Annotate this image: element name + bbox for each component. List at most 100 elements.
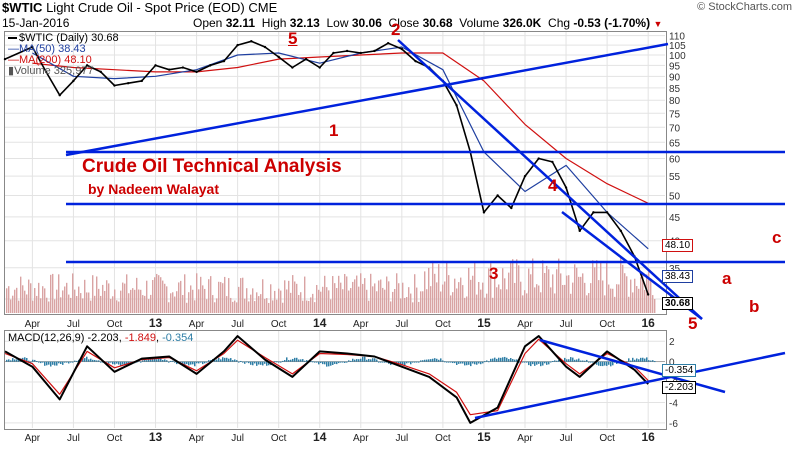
volume-bar <box>62 290 64 313</box>
volume-bar <box>446 261 448 313</box>
volume-bar <box>8 286 10 313</box>
price-point <box>154 64 157 67</box>
volume-bar <box>632 292 634 313</box>
macd-hist-bar <box>158 358 160 362</box>
macd-hist-bar <box>268 361 270 366</box>
volume-bar <box>256 292 258 313</box>
volume-bar <box>26 294 28 313</box>
macd-hist-bar <box>34 359 36 362</box>
macd-hist-bar <box>304 360 306 362</box>
volume-bar <box>410 293 412 313</box>
macd-hist-bar <box>282 360 284 362</box>
volume-bar <box>112 296 114 313</box>
macd-hist-bar <box>638 359 640 362</box>
price-point <box>386 41 390 45</box>
volume-bar <box>108 283 110 313</box>
macd-hist-bar <box>514 359 516 362</box>
macd-hist-bar <box>116 361 118 364</box>
volume-bar <box>628 296 630 313</box>
macd-hist-bar <box>344 361 346 363</box>
macd-hist-bar <box>66 361 68 363</box>
volume-bar <box>316 284 318 313</box>
price-point <box>31 45 34 49</box>
macd-hist-bar <box>290 359 292 362</box>
macd-x-tick-label: 14 <box>313 430 327 444</box>
volume-bar <box>236 302 238 313</box>
volume-bar <box>394 288 396 313</box>
macd-hist-bar <box>62 361 64 365</box>
macd-hist-bar <box>194 361 196 367</box>
volume-bar <box>418 301 420 313</box>
macd-hist-bar <box>44 361 46 366</box>
macd-hist-bar <box>420 360 422 362</box>
volume-bar <box>132 288 134 313</box>
price-x-tick-label: Oct <box>435 319 451 330</box>
volume-bar <box>170 293 172 313</box>
volume-bar <box>570 293 572 313</box>
macd-hist-bar <box>206 361 208 363</box>
letter-label-a: a <box>722 269 732 288</box>
volume-bar <box>76 296 78 313</box>
volume-bar <box>512 259 514 313</box>
macd-hist-bar <box>516 359 518 362</box>
volume-bar <box>294 281 296 313</box>
price-point <box>140 79 144 83</box>
volume-bar <box>58 274 60 313</box>
volume-bar <box>562 284 564 313</box>
macd-hist-bar <box>448 361 450 363</box>
volume-bar <box>514 282 516 313</box>
volume-bar <box>234 300 236 313</box>
macd-hist-bar <box>12 358 14 362</box>
price-x-tick-label: Jul <box>560 319 573 330</box>
volume-bar <box>134 289 136 313</box>
price-y-tick-label: 80 <box>669 96 681 107</box>
volume-bar <box>630 279 632 313</box>
volume-bar <box>276 299 278 313</box>
annotation-title: Crude Oil Technical Analysis <box>82 156 342 177</box>
volume-bar <box>634 278 636 313</box>
macd-hist-bar <box>576 359 578 362</box>
volume-bar <box>264 298 266 313</box>
volume-bar <box>162 280 164 313</box>
volume-bar <box>202 285 204 313</box>
macd-hist-bar <box>226 357 228 362</box>
macd-hist-bar <box>374 358 376 362</box>
macd-x-tick-label: Jul <box>395 433 408 444</box>
volume-bar <box>424 271 426 313</box>
volume-bar <box>196 273 198 313</box>
volume-bar <box>484 297 486 313</box>
macd-hist-bar <box>608 361 610 365</box>
macd-hist-bar <box>426 359 428 362</box>
volume-bar <box>268 302 270 313</box>
macd-hist-bar <box>642 357 644 362</box>
volume-bar <box>590 283 592 313</box>
macd-hist-bar <box>382 361 384 363</box>
volume-bar <box>140 289 142 313</box>
macd-hist-bar <box>96 360 98 362</box>
macd-hist-bar <box>326 361 328 367</box>
volume-bar <box>144 295 146 313</box>
macd-hist-bar <box>634 359 636 362</box>
ohlc-readout: Open 32.11 High 32.13 Low 30.06 Close 30… <box>193 16 663 30</box>
volume-bar <box>356 275 358 313</box>
volume-bar <box>642 275 644 313</box>
macd-hist-bar <box>492 358 494 362</box>
macd-hist-bar <box>436 358 438 362</box>
volume-bar <box>212 295 214 313</box>
price-y-tick-label: 100 <box>669 51 686 62</box>
macd-hist-bar <box>360 358 362 362</box>
volume-bar <box>402 282 404 313</box>
price-point <box>332 51 335 55</box>
macd-hist-bar <box>650 360 652 362</box>
volume-bar <box>164 283 166 313</box>
volume-bar <box>444 281 446 313</box>
volume-bar <box>588 293 590 313</box>
volume-bar <box>336 288 338 313</box>
macd-hist-bar <box>122 361 124 365</box>
wave-label-4: 4 <box>548 176 558 195</box>
volume-bar <box>124 283 126 313</box>
volume-bar <box>80 293 82 313</box>
macd-y-tick-label: 2 <box>669 337 675 348</box>
macd-hist-bar <box>200 361 202 363</box>
wave-label-1: 1 <box>329 121 339 140</box>
